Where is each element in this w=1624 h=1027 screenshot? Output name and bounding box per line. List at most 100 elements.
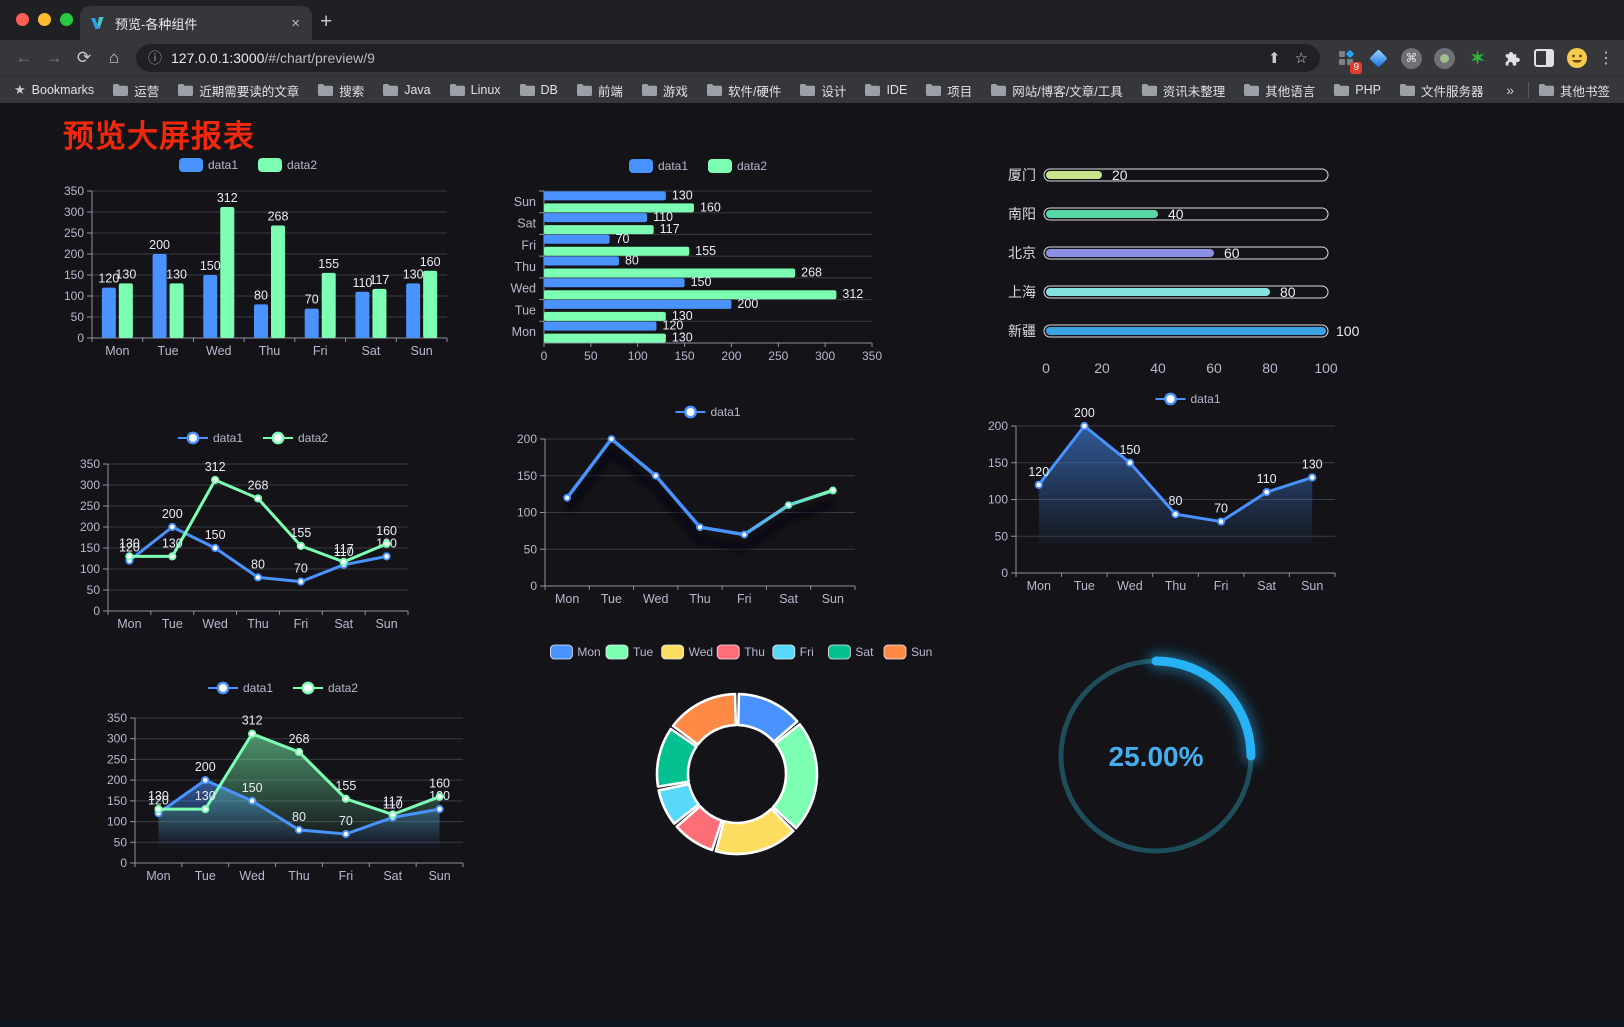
bookmark-label: 项目 — [947, 84, 973, 99]
svg-text:新疆: 新疆 — [1008, 323, 1036, 339]
svg-text:0: 0 — [120, 856, 127, 870]
svg-text:Wed: Wed — [206, 344, 232, 358]
bookmark-folder-item[interactable]: 文件服务器 — [1399, 81, 1484, 100]
svg-text:150: 150 — [242, 781, 263, 795]
svg-text:Fri: Fri — [313, 344, 328, 358]
bookmark-folder-item[interactable]: 其他语言 — [1244, 81, 1315, 100]
bookmarks-overflow-icon[interactable]: » — [1506, 82, 1514, 98]
bookmark-folder-item[interactable]: 项目 — [926, 81, 972, 100]
svg-text:Wed: Wed — [202, 617, 228, 631]
home-icon[interactable]: ⌂ — [108, 48, 120, 67]
bookmark-folder-item[interactable]: 资讯未整理 — [1141, 81, 1225, 100]
browser-tab[interactable]: 预览-各种组件 × — [80, 6, 312, 40]
svg-text:Sat: Sat — [517, 217, 536, 231]
extensions-puzzle-icon[interactable] — [1498, 46, 1523, 71]
new-tab-button[interactable]: + — [320, 10, 333, 33]
svg-text:200: 200 — [80, 520, 100, 534]
window-minimize-button[interactable] — [38, 13, 51, 26]
svg-text:120: 120 — [1028, 465, 1049, 479]
capsule-fill — [1046, 288, 1270, 296]
share-icon[interactable]: ⬆ — [1267, 50, 1281, 67]
svg-text:150: 150 — [691, 275, 712, 289]
bookmark-folder-item[interactable]: Java — [383, 83, 431, 97]
bookmark-folder-item[interactable]: IDE — [865, 83, 907, 97]
pie-slice — [736, 692, 799, 744]
svg-text:150: 150 — [205, 528, 226, 542]
bookmark-folder-item[interactable]: Linux — [449, 83, 501, 97]
window-zoom-button[interactable] — [60, 13, 73, 26]
bookmark-folder-item[interactable]: PHP — [1334, 83, 1381, 97]
svg-text:130: 130 — [119, 536, 140, 550]
chart-line-gradient[interactable]: 0 50 100 150 200 Mon Tue Wed Thu Fri Sat Sun data1 — [500, 399, 920, 611]
folder-icon — [1244, 84, 1260, 96]
bookmark-label: Java — [404, 83, 431, 97]
extension-command-icon[interactable]: ⌘ — [1399, 46, 1424, 71]
svg-text:50: 50 — [584, 349, 598, 363]
svg-text:117: 117 — [660, 222, 680, 236]
extension-vue-devtools-icon[interactable] — [1366, 46, 1391, 71]
bar — [101, 287, 116, 338]
svg-text:Fri: Fri — [339, 869, 354, 883]
pie-slice — [655, 727, 698, 788]
bookmark-label: 网站/博客/文章/工具 — [1012, 84, 1123, 99]
chart-line-double[interactable]: 0 50 100 150 200 250 300 350 Mon Tue Wed Thu Fri Sat S… — [40, 425, 470, 637]
chart-grouped-bar[interactable]: 0 50 100 150 200 250 300 350 Mon Tue Wed Thu Fri Sat S… — [40, 153, 460, 365]
bookmarks-divider — [1527, 82, 1529, 98]
back-icon[interactable]: ← — [15, 48, 33, 67]
reload-icon[interactable]: ⟳ — [76, 48, 92, 67]
svg-text:Tue: Tue — [633, 645, 654, 659]
bookmark-folder-item[interactable]: 软件/硬件 — [706, 81, 781, 100]
side-panel-icon[interactable] — [1531, 46, 1556, 71]
svg-text:50: 50 — [71, 310, 85, 324]
extension-grid-icon[interactable]: 9 — [1333, 46, 1362, 74]
svg-text:80: 80 — [1262, 360, 1278, 376]
capsule-fill — [1046, 171, 1102, 179]
forward-icon[interactable]: → — [45, 48, 63, 67]
chart-area-double[interactable]: 0 50 100 150 200 250 300 350 Mon Tue Wed Thu Fri Sat S… — [95, 673, 475, 891]
svg-text:50: 50 — [114, 835, 128, 849]
bookmark-item-bookmarks[interactable]: ★ Bookmarks — [14, 82, 94, 98]
chart-donut-pie[interactable]: Mon Tue Wed Thu Fri Sat Sun — [540, 631, 940, 883]
chart-area-single[interactable]: 0 50 100 150 200 Mon Tue Wed Thu Fri Sat Sun 120 200 1… — [980, 389, 1400, 601]
svg-text:data2: data2 — [287, 158, 317, 172]
svg-text:Sat: Sat — [855, 645, 874, 659]
extension-recorder-icon[interactable] — [1432, 46, 1457, 71]
tab-close-icon[interactable]: × — [291, 14, 300, 32]
bookmark-label: 文件服务器 — [1420, 84, 1484, 99]
bookmark-folder-item[interactable]: 设计 — [800, 81, 846, 100]
svg-text:300: 300 — [107, 732, 127, 746]
svg-text:50: 50 — [995, 529, 1009, 543]
capsule-track — [1043, 246, 1329, 260]
bookmark-label: 设计 — [821, 84, 847, 99]
svg-text:Thu: Thu — [514, 260, 536, 274]
chart-capsule-bar[interactable]: 厦门 20 南阳 40 北京 60 上海 80 新疆 100 0 20 40 60 80 100 — [980, 155, 1400, 383]
svg-text:130: 130 — [1302, 457, 1323, 471]
bookmark-label: 游戏 — [662, 84, 688, 99]
bookmark-star-icon[interactable]: ☆ — [1294, 50, 1308, 67]
chart-gauge-progress[interactable]: 25.00% — [1030, 631, 1290, 881]
bookmark-label: 近期需要读的文章 — [199, 84, 300, 99]
svg-text:100: 100 — [80, 562, 100, 576]
svg-text:40: 40 — [1150, 360, 1166, 376]
bookmark-folder-item[interactable]: 游戏 — [641, 81, 688, 100]
tab-strip: 预览-各种组件 × + — [0, 0, 1624, 40]
svg-text:150: 150 — [517, 469, 537, 483]
bookmark-folder-other[interactable]: 其他书签 — [1538, 81, 1610, 100]
browser-menu-icon[interactable]: ⋮ — [1598, 50, 1614, 67]
site-info-icon[interactable]: ⓘ — [148, 50, 162, 66]
bookmark-folder-item[interactable]: 近期需要读的文章 — [178, 81, 299, 100]
bookmark-folder-item[interactable]: 运营 — [113, 81, 159, 100]
bookmark-folder-item[interactable]: DB — [519, 83, 558, 97]
profile-avatar-icon[interactable] — [1564, 46, 1589, 71]
svg-text:130: 130 — [403, 267, 424, 281]
bar — [544, 278, 685, 288]
bookmark-folder-item[interactable]: 网站/博客/文章/工具 — [991, 81, 1123, 100]
svg-text:110: 110 — [352, 276, 372, 290]
window-close-button[interactable] — [16, 13, 29, 26]
address-bar[interactable]: ⓘ 127.0.0.1:3000 /#/chart/preview/9 ⬆ ☆ — [136, 44, 1320, 72]
svg-text:南阳: 南阳 — [1008, 206, 1036, 222]
bookmark-folder-item[interactable]: 搜索 — [318, 81, 364, 100]
extension-green-star-icon[interactable]: ✶ — [1469, 47, 1486, 68]
bookmark-folder-item[interactable]: 前端 — [576, 81, 623, 100]
